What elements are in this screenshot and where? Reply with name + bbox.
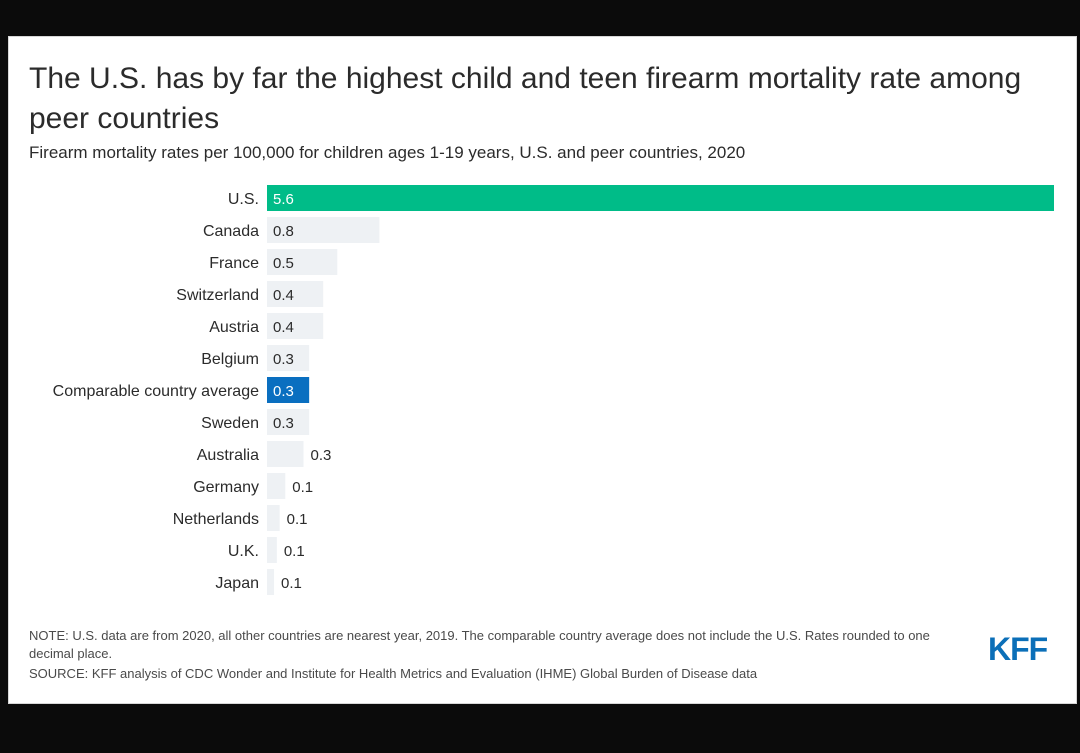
category-label-canada: Canada [203, 223, 259, 240]
value-label-switzerland: 0.4 [273, 287, 294, 304]
chart-subtitle: Firearm mortality rates per 100,000 for … [29, 143, 746, 162]
category-label-sweden: Sweden [201, 415, 259, 432]
value-label-australia: 0.3 [311, 447, 332, 464]
bar-canada [267, 217, 380, 243]
value-label-comparable-country-average: 0.3 [273, 383, 294, 400]
bar-australia [267, 441, 304, 467]
chart-title: The U.S. has by far the highest child an… [29, 62, 1022, 135]
category-label-australia: Australia [197, 447, 259, 464]
bar-chart: U.S. 5.6 Canada 0.8 France 0.5 Switzerland 0.4 A… [53, 185, 1054, 595]
chart-card: The U.S. has by far the highest child an… [8, 36, 1077, 704]
value-label-sweden: 0.3 [273, 415, 294, 432]
category-label-netherlands: Netherlands [173, 511, 259, 528]
kff-logo: KFF [988, 631, 1048, 667]
category-label-switzerland: Switzerland [176, 287, 259, 304]
category-label-u-k: U.K. [228, 543, 259, 560]
category-label-germany: Germany [193, 479, 259, 496]
category-label-france: France [209, 255, 259, 272]
chart-note: NOTE: U.S. data are from 2020, all other… [29, 628, 930, 661]
category-label-comparable-country-average: Comparable country average [53, 383, 259, 400]
bar-germany [267, 473, 286, 499]
category-label-austria: Austria [209, 319, 259, 336]
value-label-netherlands: 0.1 [287, 511, 308, 528]
value-label-belgium: 0.3 [273, 351, 294, 368]
value-label-canada: 0.8 [273, 223, 294, 240]
bar-japan [267, 569, 275, 595]
value-label-japan: 0.1 [281, 575, 302, 592]
category-label-belgium: Belgium [201, 351, 259, 368]
value-label-france: 0.5 [273, 255, 294, 272]
category-label-japan: Japan [215, 575, 259, 592]
bar-comparable-country-average [267, 377, 310, 403]
chart-source: SOURCE: KFF analysis of CDC Wonder and I… [29, 666, 758, 681]
bar-u-k [267, 537, 277, 563]
bar-netherlands [267, 505, 280, 531]
bar-switzerland [267, 281, 324, 307]
bar-sweden [267, 409, 310, 435]
bar-belgium [267, 345, 310, 371]
value-label-u-s: 5.6 [273, 191, 294, 208]
bar-u-s [267, 185, 1054, 211]
bar-austria [267, 313, 324, 339]
value-label-austria: 0.4 [273, 319, 294, 336]
category-label-u-s: U.S. [228, 191, 259, 208]
value-label-u-k: 0.1 [284, 543, 305, 560]
value-label-germany: 0.1 [292, 479, 313, 496]
bar-france [267, 249, 338, 275]
